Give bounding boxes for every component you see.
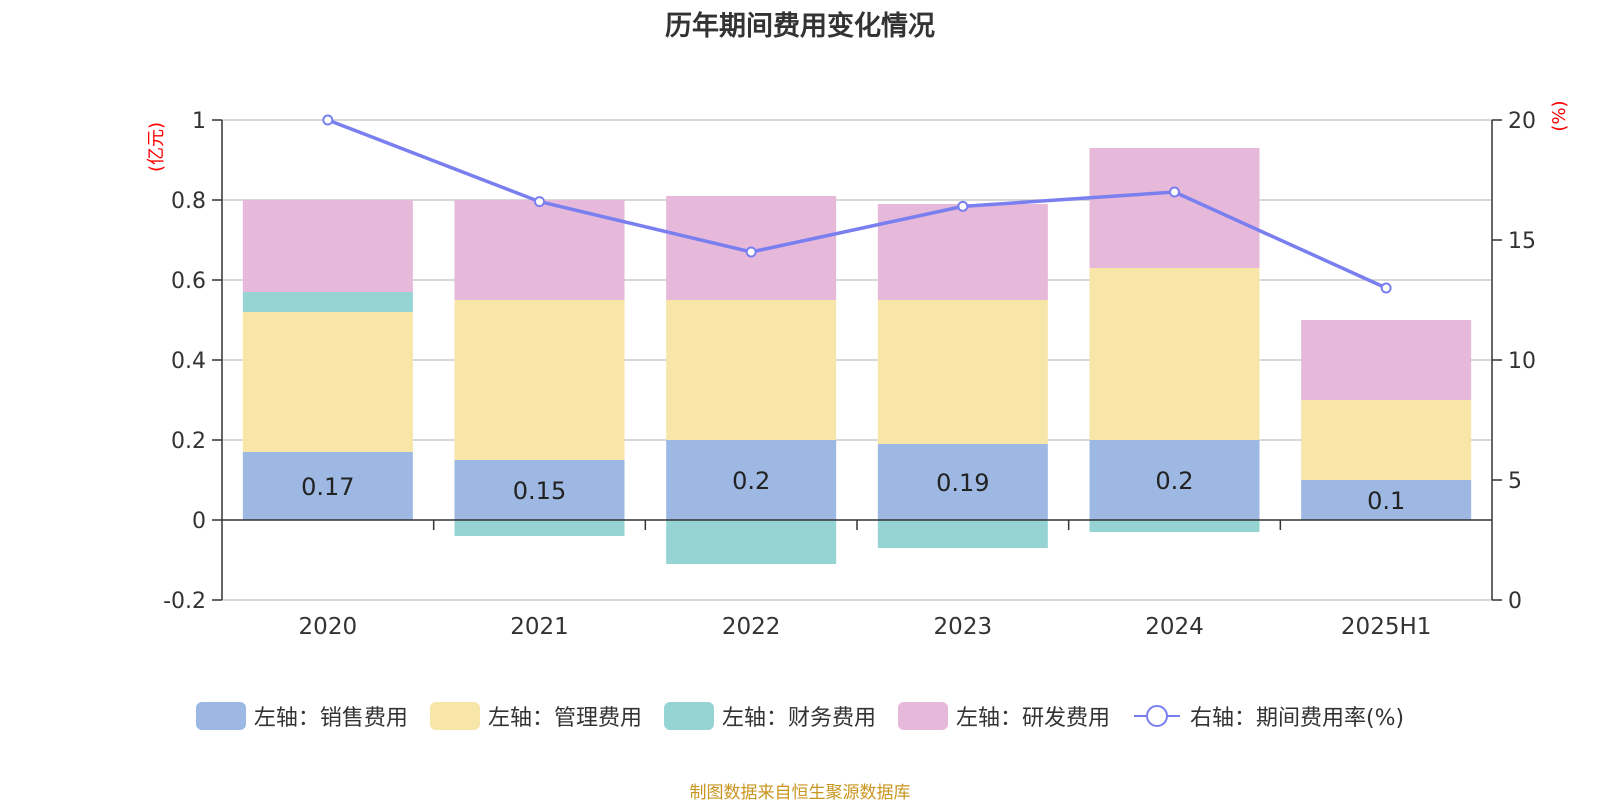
bar-finance <box>1089 520 1260 532</box>
bar-sales <box>1089 440 1260 520</box>
left-axis-unit: (亿元) <box>146 122 167 172</box>
bar-rd <box>1089 148 1260 268</box>
x-axis-category-label: 2020 <box>299 614 358 640</box>
legend-item-rd[interactable]: 左轴：研发费用 <box>897 700 1110 732</box>
right-axis-tick-label: 10 <box>1508 349 1536 374</box>
bar-admin <box>242 312 413 452</box>
data-label-sales: 0.19 <box>936 469 989 497</box>
legend-label-admin: 左轴：管理费用 <box>487 706 642 731</box>
bar-sales <box>666 440 837 520</box>
data-label-sales: 0.2 <box>732 467 770 495</box>
legend-label-sales: 左轴：销售费用 <box>253 706 408 731</box>
right-axis-tick-label: 15 <box>1508 229 1536 254</box>
left-axis-tick-label: 0.8 <box>171 189 206 214</box>
line-point-rate <box>534 196 545 208</box>
right-axis-tick-label: 0 <box>1508 589 1522 614</box>
bar-sales <box>1301 480 1472 520</box>
data-label-sales: 0.1 <box>1367 487 1405 515</box>
x-axis-category-label: 2021 <box>510 614 569 640</box>
legend: 左轴：销售费用 左轴：管理费用 左轴：财务费用 左轴：研发费用 右轴：期间费用率… <box>0 700 1600 732</box>
legend-label-rate: 右轴：期间费用率(%) <box>1189 706 1405 731</box>
x-axis-category-label: 2023 <box>934 614 993 640</box>
bar-finance <box>242 292 413 312</box>
line-point-rate <box>1169 186 1180 198</box>
legend-line-marker-icon <box>1133 705 1180 727</box>
left-axis-tick-label: -0.2 <box>163 589 206 614</box>
right-axis-unit: (%) <box>1549 100 1570 131</box>
left-axis-tick-label: 0.6 <box>171 269 206 294</box>
legend-swatch-finance <box>663 702 714 730</box>
line-point-rate <box>1380 282 1392 294</box>
left-axis-tick-label: 0 <box>192 509 206 534</box>
bar-finance <box>666 520 837 564</box>
x-axis-category-label: 2022 <box>722 614 781 640</box>
bar-admin <box>1089 268 1260 440</box>
x-axis-category-label: 2024 <box>1145 614 1204 640</box>
right-axis-tick-label: 20 <box>1508 109 1536 134</box>
legend-label-rd: 左轴：研发费用 <box>955 706 1110 731</box>
legend-item-finance[interactable]: 左轴：财务费用 <box>663 700 876 732</box>
legend-item-admin[interactable]: 左轴：管理费用 <box>429 700 642 732</box>
data-label-sales: 0.15 <box>513 477 566 505</box>
legend-swatch-admin <box>429 702 480 730</box>
bar-admin <box>877 300 1048 444</box>
data-label-sales: 0.2 <box>1155 467 1193 495</box>
bar-rd <box>242 200 413 292</box>
left-axis-tick-label: 1 <box>192 109 206 134</box>
left-axis-tick-label: 0.4 <box>171 349 206 374</box>
legend-swatch-rd <box>897 702 948 730</box>
legend-item-sales[interactable]: 左轴：销售费用 <box>195 700 408 732</box>
x-axis-category-label: 2025H1 <box>1341 614 1431 640</box>
bar-admin <box>454 300 625 460</box>
line-rate <box>327 118 1387 290</box>
bar-admin <box>1301 400 1472 480</box>
chart-title: 历年期间费用变化情况 <box>665 11 935 42</box>
bar-sales <box>242 452 413 520</box>
legend-label-finance: 左轴：财务费用 <box>721 706 876 731</box>
bar-finance <box>877 520 1048 548</box>
bar-sales <box>454 460 625 520</box>
left-axis-tick-label: 0.2 <box>171 429 206 454</box>
line-point-rate <box>957 200 969 212</box>
right-axis-tick-label: 5 <box>1508 469 1522 494</box>
line-point-rate <box>745 246 757 258</box>
bar-admin <box>666 300 837 440</box>
data-label-sales: 0.17 <box>301 473 354 501</box>
legend-item-rate[interactable]: 右轴：期间费用率(%) <box>1132 700 1404 732</box>
bar-finance <box>454 520 625 536</box>
legend-swatch-sales <box>195 702 246 730</box>
bar-sales <box>877 444 1048 520</box>
bar-rd <box>1301 320 1472 400</box>
source-note: 制图数据来自恒生聚源数据库 <box>689 783 911 803</box>
line-point-rate <box>322 114 334 126</box>
